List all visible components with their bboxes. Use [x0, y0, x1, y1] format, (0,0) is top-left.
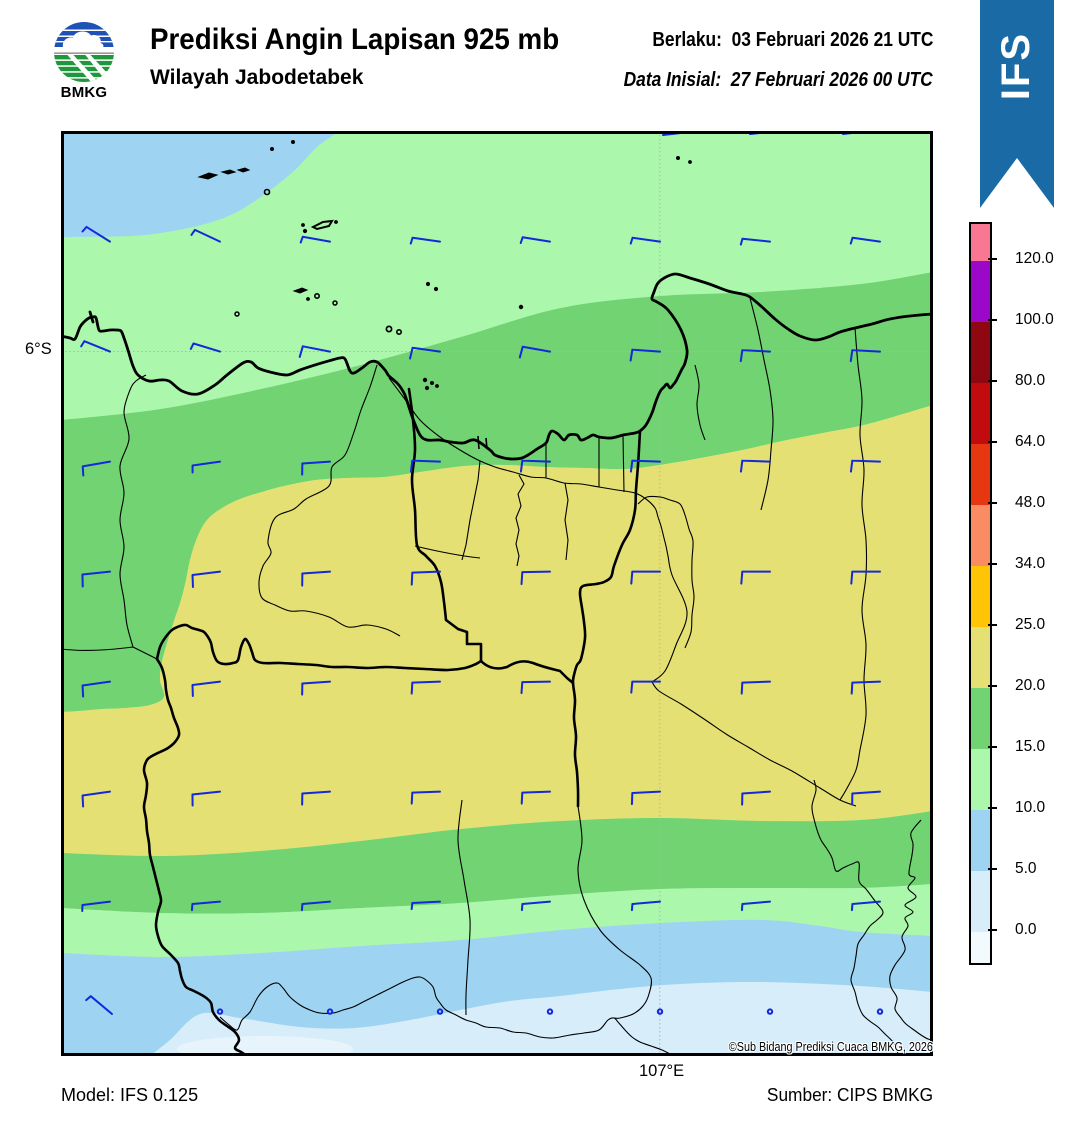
svg-text:IFS: IFS	[994, 32, 1038, 100]
